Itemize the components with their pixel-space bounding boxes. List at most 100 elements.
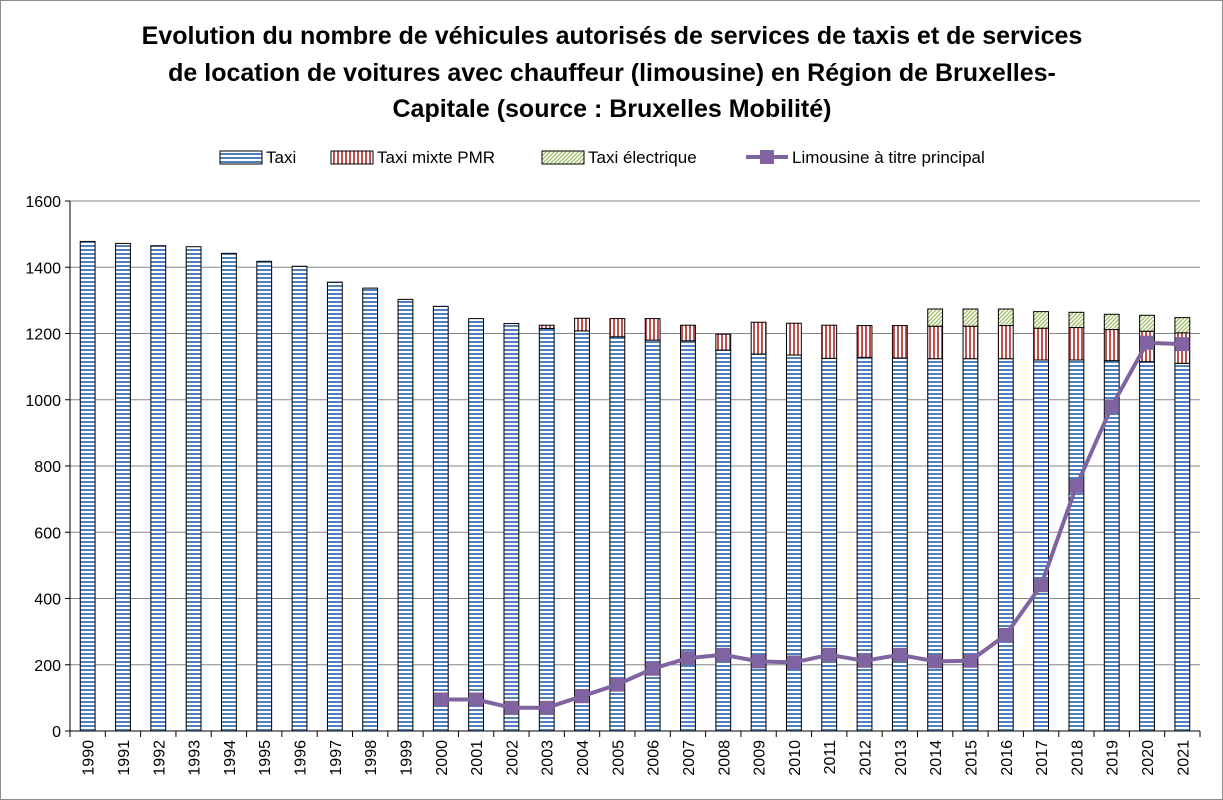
bar-taxi: [997, 358, 1014, 732]
bar-taxi: [220, 252, 237, 732]
bar-taxi-mixte-pmr: [1033, 327, 1050, 361]
marker-limousine: [575, 689, 590, 704]
x-tick-label: 2008: [716, 740, 733, 776]
legend-label-taxi-electrique: Taxi électrique: [588, 148, 697, 167]
marker-limousine: [539, 700, 554, 715]
bar-taxi: [538, 328, 555, 732]
limousine-line: [433, 335, 1190, 715]
bars: [79, 240, 1191, 732]
bar-taxi-electrique: [962, 308, 979, 327]
y-tick-label: 0: [52, 724, 61, 741]
marker-limousine: [1140, 335, 1155, 350]
x-tick-label: 1994: [222, 740, 239, 776]
x-tick-label: 2012: [858, 740, 875, 776]
marker-limousine: [680, 651, 695, 666]
bar-taxi: [326, 281, 343, 732]
marker-limousine: [433, 692, 448, 707]
x-tick-label: 2005: [610, 740, 627, 776]
x-tick-label: 1999: [398, 740, 415, 776]
chart-title-line: de location de voitures avec chauffeur (…: [168, 59, 1056, 87]
legend-swatch-taxi-electrique: [541, 150, 585, 165]
bar-taxi-mixte-pmr: [750, 321, 767, 355]
bar-taxi-electrique: [1068, 311, 1085, 329]
bar-taxi-mixte-pmr: [574, 317, 590, 332]
bar-taxi: [574, 330, 590, 732]
marker-limousine: [469, 692, 484, 707]
legend-label-limousine: Limousine à titre principal: [792, 148, 985, 167]
x-tick-label: 2002: [504, 740, 521, 776]
y-tick-label: 400: [34, 592, 61, 609]
bar-taxi: [609, 336, 626, 732]
bar-taxi: [79, 240, 96, 732]
legend-swatch-taxi-mixte-pmr: [330, 150, 374, 165]
bar-taxi: [927, 358, 944, 732]
marker-limousine: [928, 654, 943, 669]
bar-taxi: [821, 357, 838, 732]
bar-taxi-mixte-pmr: [609, 318, 626, 338]
x-tick-label: 1990: [81, 740, 98, 776]
x-tick-label: 2016: [999, 740, 1016, 776]
marker-limousine: [751, 654, 766, 669]
line-limousine: [440, 340, 1183, 710]
bar-taxi-electrique: [997, 308, 1014, 327]
bar-taxi: [185, 246, 202, 732]
marker-limousine: [645, 661, 660, 676]
x-tick-label: 2006: [646, 740, 663, 776]
bar-taxi: [150, 245, 167, 732]
y-axis-ticks: 0 200 400 600 800 1000 1200 1400 1600: [25, 194, 70, 741]
legend: Taxi Taxi mixte PMR Taxi électrique Limo…: [219, 148, 985, 167]
marker-limousine: [892, 647, 907, 662]
x-tick-label: 1992: [151, 740, 168, 776]
bar-taxi-mixte-pmr: [785, 322, 802, 356]
bar-taxi: [362, 287, 379, 732]
bar-taxi: [962, 358, 979, 732]
bar-taxi-mixte-pmr: [1103, 329, 1120, 362]
bar-taxi: [1174, 362, 1191, 732]
bar-taxi: [1033, 359, 1050, 732]
x-tick-label: 2020: [1140, 740, 1157, 776]
legend-marker-limousine: [760, 150, 774, 164]
x-tick-label: 1997: [328, 740, 345, 776]
bar-taxi: [432, 305, 449, 732]
x-tick-label: 2000: [434, 740, 451, 776]
y-tick-label: 1400: [25, 260, 61, 277]
marker-limousine: [504, 700, 519, 715]
x-tick-label: 2009: [752, 740, 769, 776]
bar-taxi-mixte-pmr: [891, 325, 908, 359]
bar-taxi-mixte-pmr: [644, 318, 661, 341]
x-tick-label: 2017: [1034, 740, 1051, 776]
y-tick-label: 200: [34, 658, 61, 675]
bar-taxi: [256, 260, 273, 732]
x-tick-label: 2019: [1105, 740, 1122, 776]
marker-limousine: [786, 655, 801, 670]
legend-swatch-taxi: [219, 150, 263, 165]
marker-limousine: [822, 647, 837, 662]
bar-taxi: [680, 340, 696, 732]
bar-taxi-electrique: [1174, 317, 1191, 334]
bar-taxi: [750, 353, 767, 732]
chart-title: Evolution du nombre de véhicules autoris…: [142, 22, 1083, 123]
bar-taxi-mixte-pmr: [821, 324, 838, 359]
x-tick-label: 2010: [787, 740, 804, 776]
bar-taxi: [785, 354, 802, 732]
y-tick-label: 800: [34, 459, 61, 476]
marker-limousine: [1104, 399, 1119, 414]
x-tick-label: 1993: [187, 740, 204, 776]
bar-taxi: [115, 242, 131, 732]
marker-limousine: [1034, 578, 1049, 593]
bar-taxi-mixte-pmr: [680, 324, 696, 342]
x-tick-label: 2021: [1175, 740, 1192, 776]
x-tick-label: 2007: [681, 740, 698, 776]
x-tick-label: 2018: [1069, 740, 1086, 776]
y-tick-label: 1000: [25, 393, 61, 410]
marker-limousine: [1175, 337, 1190, 352]
bar-taxi-electrique: [1103, 313, 1120, 331]
bar-taxi: [291, 265, 308, 732]
bar-taxi-mixte-pmr: [927, 325, 944, 360]
x-tick-label: 1991: [116, 740, 133, 776]
legend-label-taxi: Taxi: [266, 148, 296, 167]
bar-taxi-mixte-pmr: [997, 325, 1014, 360]
x-tick-label: 2014: [928, 740, 945, 776]
